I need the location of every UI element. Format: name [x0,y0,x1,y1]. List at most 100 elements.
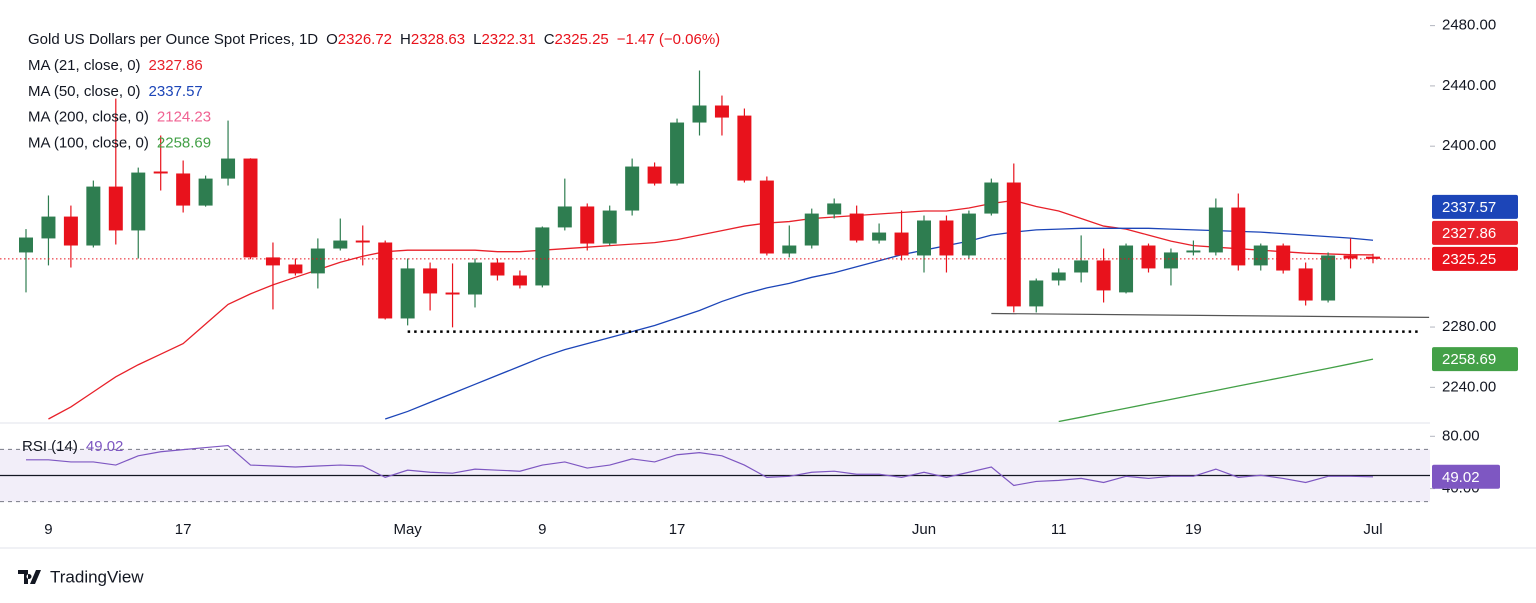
candle-body [378,242,393,319]
candle-body [512,275,527,286]
legend-entry: MA (50, close, 0) 2337.57 [28,83,203,100]
ohlc-value: 2322.31 [481,31,535,48]
legend-name: MA (200, close, 0) [28,109,149,126]
candle-body [737,115,752,181]
candle-body [153,171,168,174]
rsi-y-tick-label: 80.00 [1442,427,1480,444]
price-badge-label: 2337.57 [1442,199,1496,216]
y-tick-label: 2440.00 [1442,77,1496,94]
candle-body [445,292,460,295]
candle-body [535,227,550,286]
candle-body [1186,250,1201,253]
x-tick-label: 17 [669,521,686,538]
price-badge [1432,347,1518,372]
legend-value: 2124.23 [157,109,211,126]
price-badge-label: 2327.86 [1442,225,1496,242]
candle-body [1208,207,1223,253]
ohlc-key: C [544,31,555,48]
candle-body [557,206,572,228]
candle-body [1029,280,1044,307]
price-badge [1432,194,1518,219]
x-tick-label: Jul [1363,521,1382,538]
brand-name: TradingView [50,567,144,586]
candle-body [917,220,931,256]
branding: TradingView [18,567,144,586]
candle-body [692,105,707,123]
price-badge-label: 2325.25 [1442,251,1496,268]
drawn-line [991,312,1430,319]
candle-body [625,166,640,211]
legend-name: MA (100, close, 0) [28,134,149,151]
candle-body [647,166,662,184]
candle-body [355,240,370,243]
candle-body [670,122,685,184]
price-badge [1432,246,1518,271]
candle-body [714,105,729,118]
legend-value: 2327.86 [149,57,203,74]
rsi-legend-value: 49.02 [86,438,124,455]
price-badge-label: 2258.69 [1442,351,1496,368]
candle-body [580,206,595,244]
candle-body [131,172,146,231]
legend-entry: MA (21, close, 0) 2327.86 [28,57,203,74]
ohlc-value: 2326.72 [338,31,392,48]
candle-body [1006,182,1021,307]
legend: Gold US Dollars per Ounce Spot Prices, 1… [22,31,720,455]
legend-name: MA (50, close, 0) [28,83,141,100]
candle-body [1321,255,1336,301]
x-tick-label: 11 [1051,521,1067,538]
chart-title: Gold US Dollars per Ounce Spot Prices, 1… [28,31,318,48]
y-tick-label: 2280.00 [1442,318,1496,335]
x-tick-label: 9 [538,521,546,538]
candle-body [1343,255,1358,259]
candle-body [333,240,348,249]
candle-body [310,248,325,274]
candle-body [872,232,887,241]
candle-body [1276,245,1291,271]
candle-body [1051,272,1066,281]
candle-body [176,173,191,206]
rsi-panel [0,444,1430,503]
x-tick-label: 19 [1185,521,1202,538]
candle-body [984,182,999,214]
moving-average-line [48,199,1374,420]
candle-body [1231,207,1246,266]
candle-body [961,213,976,256]
candle-body [19,237,33,253]
header-line: Gold US Dollars per Ounce Spot Prices, 1… [28,31,720,48]
candle-body [1298,268,1313,301]
x-tick-label: 9 [44,521,52,538]
x-tick-label: 17 [175,521,192,538]
candle-body [221,158,236,179]
candle-body [63,216,78,246]
y-tick-label: 2400.00 [1442,137,1496,154]
rsi-legend-name: RSI (14) [22,438,78,455]
candle-body [782,245,797,254]
y-tick-label: 2480.00 [1442,17,1496,34]
candle-body [827,203,842,215]
candle-body [804,213,819,246]
legend-name: MA (21, close, 0) [28,57,141,74]
price-badge [1432,220,1518,245]
candle-body [849,213,864,241]
moving-average-line [1058,358,1374,422]
ohlc-key: H [400,31,411,48]
legend-value: 2337.57 [149,83,203,100]
candle-body [400,268,415,319]
legend-entry: MA (200, close, 0) 2124.23 [28,109,211,126]
candle-body [1366,256,1380,259]
price-change: −1.47 (−0.06%) [617,31,720,48]
candle-body [1119,245,1134,293]
ohlc-value: 2328.63 [411,31,465,48]
rsi-line [26,444,1374,487]
candle-body [1141,245,1156,269]
price-panel [0,70,1430,422]
candle-body [1163,252,1178,269]
candle-body [243,158,258,258]
candle-body [602,210,617,244]
y-tick-label: 2240.00 [1442,378,1496,395]
rsi-badge [1432,464,1500,489]
candle-body [1253,245,1268,266]
